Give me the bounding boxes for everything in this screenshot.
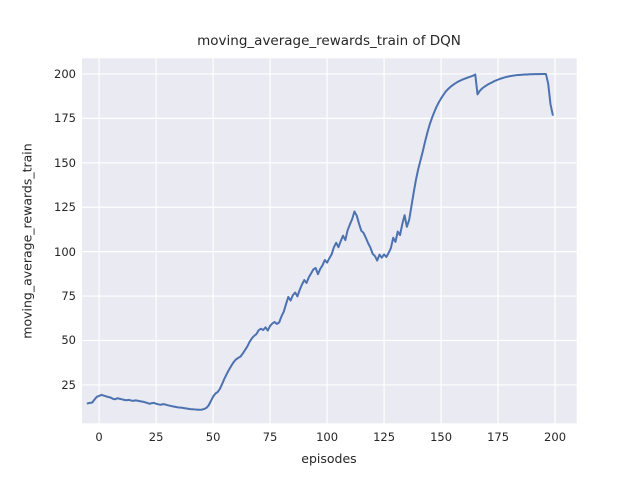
y-tick-label: 125 [54, 200, 76, 215]
x-tick-label: 50 [205, 430, 221, 445]
x-tick-label: 75 [262, 430, 278, 445]
data-line [86, 72, 554, 411]
y-tick-label: 150 [54, 155, 76, 170]
y-tick-label: 50 [61, 333, 76, 348]
y-tick-label: 100 [54, 244, 76, 259]
x-tick-label: 25 [148, 430, 164, 445]
x-tick-label: 0 [95, 430, 103, 445]
y-tick-label: 175 [54, 111, 76, 126]
x-tick-label: 100 [316, 430, 339, 445]
axes-background [82, 58, 577, 424]
chart-title: moving_average_rewards_train of DQN [197, 33, 461, 49]
x-tick-label: 125 [373, 430, 396, 445]
x-axis-label: episodes [301, 451, 357, 466]
x-tick-label: 200 [544, 430, 567, 445]
y-tick-label: 75 [61, 289, 76, 304]
y-tick-label: 200 [54, 66, 76, 81]
x-tick-label: 150 [430, 430, 453, 445]
y-tick-label: 25 [61, 377, 76, 392]
x-tick-label: 175 [487, 430, 510, 445]
